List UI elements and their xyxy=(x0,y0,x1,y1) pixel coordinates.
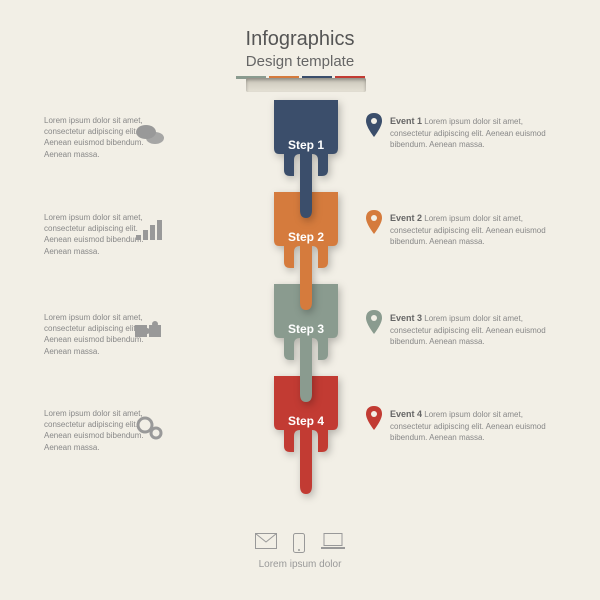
map-pin-icon xyxy=(366,210,382,237)
left-block-1: Lorem ipsum dolor sit amet, consectetur … xyxy=(44,115,164,160)
event-text: Event 2 Lorem ipsum dolor sit amet, cons… xyxy=(390,212,560,247)
puzzle-icon xyxy=(134,316,166,348)
map-pin-icon xyxy=(366,113,382,140)
mail-icon xyxy=(255,533,277,549)
right-block-2: Event 2 Lorem ipsum dolor sit amet, cons… xyxy=(390,212,560,247)
step-label-4: Step 4 xyxy=(256,414,356,428)
left-block-3: Lorem ipsum dolor sit amet, consectetur … xyxy=(44,312,164,357)
right-block-1: Event 1 Lorem ipsum dolor sit amet, cons… xyxy=(390,115,560,150)
laptop-icon xyxy=(321,533,345,549)
slot-shadow xyxy=(246,78,366,92)
header: Infographics Design template xyxy=(0,28,600,79)
event-text: Event 3 Lorem ipsum dolor sit amet, cons… xyxy=(390,312,560,347)
event-text: Event 1 Lorem ipsum dolor sit amet, cons… xyxy=(390,115,560,150)
event-text: Event 4 Lorem ipsum dolor sit amet, cons… xyxy=(390,408,560,443)
page-subtitle: Design template xyxy=(0,53,600,70)
map-pin-icon xyxy=(366,310,382,337)
left-block-4: Lorem ipsum dolor sit amet, consectetur … xyxy=(44,408,164,453)
step-label-2: Step 2 xyxy=(256,230,356,244)
gears-icon xyxy=(134,412,166,444)
bars-icon xyxy=(134,216,166,248)
step-label-1: Step 1 xyxy=(256,138,356,152)
step-label-3: Step 3 xyxy=(256,322,356,336)
footer-text: Lorem ipsum dolor xyxy=(0,559,600,570)
chat-icon xyxy=(134,119,166,151)
right-block-4: Event 4 Lorem ipsum dolor sit amet, cons… xyxy=(390,408,560,443)
footer: Lorem ipsum dolor xyxy=(0,533,600,570)
footer-icons xyxy=(0,533,600,553)
right-block-3: Event 3 Lorem ipsum dolor sit amet, cons… xyxy=(390,312,560,347)
map-pin-icon xyxy=(366,406,382,433)
phone-icon xyxy=(293,533,305,553)
left-block-2: Lorem ipsum dolor sit amet, consectetur … xyxy=(44,212,164,257)
page-title: Infographics xyxy=(0,28,600,51)
